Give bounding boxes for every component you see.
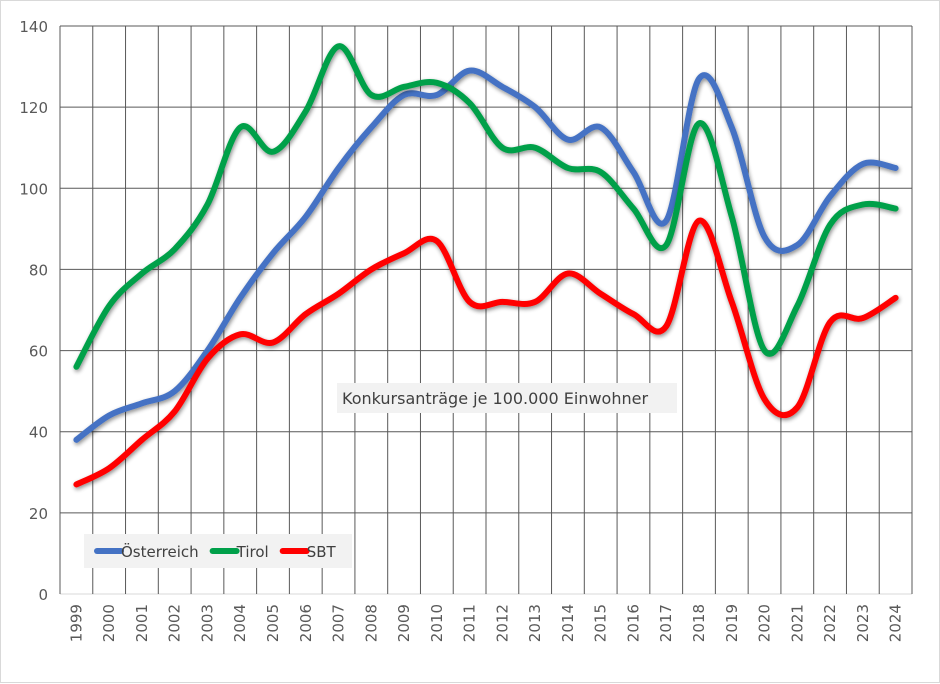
- series-sterreich: [73, 67, 899, 443]
- x-tick-label: 2015: [592, 604, 610, 642]
- y-tick-label: 120: [19, 99, 48, 117]
- x-tick-label: 2000: [100, 604, 118, 642]
- x-tick-label: 2012: [493, 604, 511, 642]
- x-tick-label: 2005: [264, 604, 282, 642]
- y-tick-label: 80: [29, 261, 48, 279]
- legend: Österreich Tirol SBT: [84, 534, 352, 568]
- x-tick-label: 2014: [559, 604, 577, 642]
- legend-item: SBT: [279, 543, 337, 561]
- x-tick-label: 2023: [854, 604, 872, 642]
- x-tick-label: 2010: [428, 604, 446, 642]
- x-tick-label: 2022: [821, 604, 839, 642]
- x-tick-label: 2006: [297, 604, 315, 642]
- legend-item: Tirol: [209, 543, 269, 561]
- legend-label: SBT: [307, 543, 337, 561]
- x-tick-label: 2019: [723, 604, 741, 642]
- series-line: [73, 217, 899, 488]
- x-tick-label: 2011: [461, 604, 479, 642]
- x-tick-label: 2018: [690, 604, 708, 642]
- x-tick-label: 2013: [526, 604, 544, 642]
- x-tick-label: 2002: [166, 604, 184, 642]
- x-tick-label: 2007: [330, 604, 348, 642]
- y-tick-label: 140: [19, 18, 48, 36]
- x-axis-ticks: 1999 2000 2001 2002 2003 2004 2005 2006 2007 2008…: [67, 604, 904, 642]
- x-tick-label: 2017: [657, 604, 675, 642]
- series-line: [73, 67, 899, 443]
- x-tick-label: 2003: [198, 604, 216, 642]
- x-tick-label: 2021: [788, 604, 806, 642]
- legend-item: Österreich: [94, 542, 199, 561]
- x-tick-label: 1999: [67, 604, 85, 642]
- y-tick-label: 0: [38, 586, 48, 604]
- x-tick-label: 2001: [133, 604, 151, 642]
- legend-label: Österreich: [121, 542, 199, 561]
- annotation-background: [337, 383, 677, 413]
- series-tirol: [73, 43, 899, 370]
- x-tick-label: 2016: [624, 604, 642, 642]
- series-sbt: [73, 217, 899, 488]
- y-axis-ticks: 0 20 40 60 80 100 120 140: [19, 18, 48, 604]
- y-tick-label: 40: [29, 424, 48, 442]
- legend-label: Tirol: [236, 543, 269, 561]
- x-tick-label: 2009: [395, 604, 413, 642]
- x-tick-label: 2020: [756, 604, 774, 642]
- chart-annotation: Konkursanträge je 100.000 Einwohner: [337, 383, 677, 413]
- gridlines: [59, 25, 913, 595]
- y-tick-label: 20: [29, 505, 48, 523]
- y-tick-label: 60: [29, 343, 48, 361]
- series-lines: [73, 43, 899, 488]
- x-tick-label: 2024: [887, 604, 905, 642]
- y-tick-label: 100: [19, 180, 48, 198]
- x-tick-label: 2004: [231, 604, 249, 642]
- x-tick-label: 2008: [362, 604, 380, 642]
- annotation-text: Konkursanträge je 100.000 Einwohner: [342, 389, 648, 408]
- series-line: [73, 43, 899, 370]
